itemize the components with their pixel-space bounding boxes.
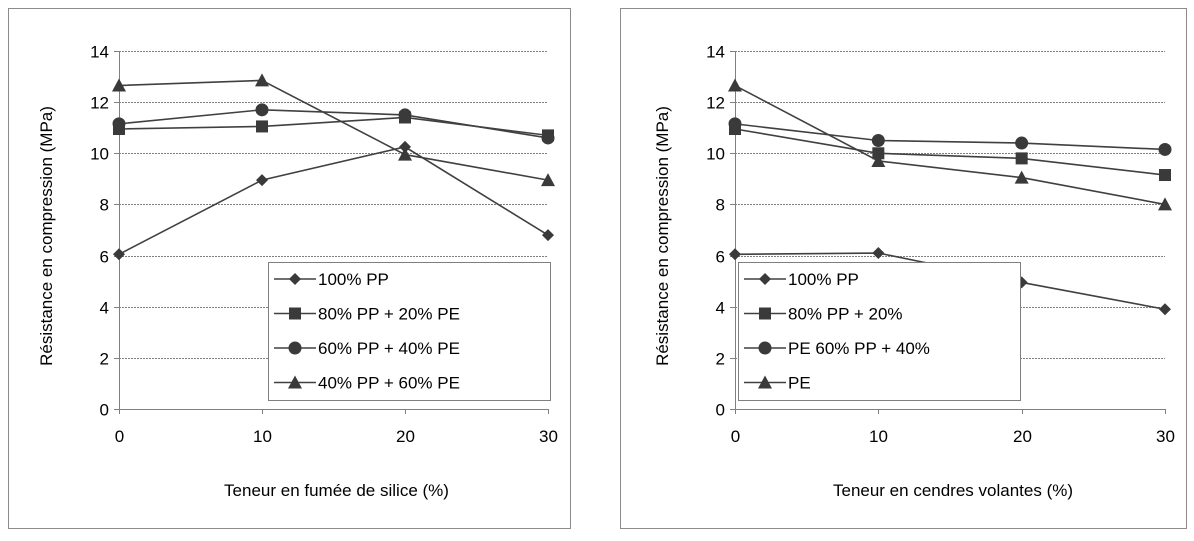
data-point: [256, 174, 268, 187]
data-point: [398, 147, 412, 161]
series-line: [118, 146, 549, 256]
x-tick-label: 10: [869, 427, 888, 446]
series-line: [734, 128, 1166, 176]
y-tick-label: 8: [100, 196, 109, 215]
data-point: [1158, 197, 1172, 211]
legend-marker: [288, 375, 302, 389]
legend-label: 80% PP + 20%: [788, 305, 903, 324]
legend-box: [738, 262, 1021, 401]
data-point: [112, 78, 126, 92]
data-point: [541, 131, 555, 145]
data-point: [399, 140, 411, 153]
y-tick-label: 14: [706, 43, 725, 62]
legend-item: 100% PP: [274, 270, 389, 289]
y-tick-label: 0: [716, 401, 725, 420]
data-point: [871, 153, 886, 167]
y-tick-label: 10: [706, 145, 725, 164]
data-point: [728, 117, 742, 131]
chart-1: 0 2 4 6 8 10 12 14 0 10 20 30 Teneur en fumée de sil…: [8, 8, 571, 529]
y-axis-title: Résistance en compression (MPa): [653, 106, 672, 366]
y-tick-label: 2: [716, 350, 725, 369]
data-point: [398, 108, 412, 122]
legend-marker: [289, 307, 301, 320]
x-tick-label: 20: [396, 427, 415, 446]
legend-item: 80% PP + 20%: [744, 305, 903, 324]
series-line: [118, 79, 549, 181]
data-point: [871, 134, 885, 147]
data-point: [872, 147, 885, 160]
legend-marker: [758, 341, 772, 355]
y-tick-label: 2: [100, 350, 109, 369]
series-3: [728, 117, 1172, 156]
legend-label: 100% PP: [788, 270, 859, 289]
x-tick-label: 30: [539, 427, 558, 446]
legend-label: 40% PP + 60% PE: [318, 374, 460, 393]
legend-item: 80% PP + 20% PE: [274, 305, 460, 324]
series-line: [734, 123, 1166, 151]
x-tick-label: 30: [1156, 427, 1175, 446]
y-tick-label: 8: [716, 196, 725, 215]
legend-item: 60% PP + 40% PE: [274, 339, 460, 358]
data-point: [1159, 303, 1171, 316]
series-1: [113, 140, 554, 261]
legend-label: 100% PP: [318, 270, 389, 289]
data-point: [729, 248, 741, 261]
data-point: [255, 103, 269, 117]
y-tick-label: 12: [90, 94, 109, 113]
data-point: [542, 229, 554, 242]
legend: 100% PP 80% PP + 20% PE 60% PP + 40% PE: [738, 262, 1021, 401]
legend-label: PE 60% PP + 40%: [788, 339, 930, 358]
y-tick-label: 0: [100, 401, 109, 420]
legend-item: PE: [744, 374, 811, 393]
series-4: [728, 78, 1172, 211]
y-axis-title: Résistance en compression (MPa): [37, 106, 56, 366]
legend-item: 100% PP: [744, 270, 859, 289]
data-point: [256, 120, 268, 133]
legend-label: 80% PP + 20% PE: [318, 305, 460, 324]
legend-marker: [759, 273, 771, 285]
y-tick-label: 4: [716, 299, 725, 318]
legend-label: 60% PP + 40% PE: [318, 339, 460, 358]
y-tick-label: 4: [100, 299, 109, 318]
data-point: [112, 117, 126, 131]
legend-marker: [289, 273, 301, 285]
legend-label: PE: [788, 374, 811, 393]
x-axis-title: Teneur en cendres volantes (%): [833, 481, 1073, 500]
data-point: [1159, 169, 1171, 182]
y-tick-label: 14: [90, 43, 109, 62]
data-point: [728, 78, 742, 92]
data-point: [1014, 170, 1029, 184]
x-axis-title: Teneur en fumée de silice (%): [224, 481, 449, 500]
data-point: [541, 173, 555, 187]
y-tick-label: 10: [90, 145, 109, 164]
x-tick-label: 0: [115, 427, 124, 446]
legend-marker: [758, 375, 772, 389]
legend-marker: [759, 307, 771, 320]
x-tick-label: 20: [1013, 427, 1032, 446]
data-point: [1015, 136, 1029, 150]
series-4: [112, 73, 555, 187]
legend-box: [268, 262, 551, 401]
series-3: [112, 103, 555, 145]
data-point: [1015, 152, 1028, 165]
chart-2: 0 2 4 6 8 10 12 14 0 10 20 30 Teneur en cendres vola…: [620, 8, 1187, 529]
data-point: [872, 247, 885, 260]
series-line: [118, 109, 549, 139]
y-tick-label: 6: [716, 248, 725, 267]
y-tick-label: 12: [706, 94, 725, 113]
series-line: [734, 84, 1166, 206]
legend: 100% PP 80% PP + 20% PE 60% PP + 40% PE 40%…: [268, 262, 551, 401]
data-point: [1158, 142, 1172, 156]
data-point: [113, 248, 125, 261]
x-tick-label: 0: [731, 427, 740, 446]
legend-marker: [288, 341, 302, 355]
x-tick-label: 10: [253, 427, 272, 446]
y-tick-label: 6: [100, 248, 109, 267]
legend-item: PE 60% PP + 40%: [744, 339, 930, 358]
legend-item: 40% PP + 60% PE: [274, 374, 460, 393]
data-point: [255, 73, 269, 87]
